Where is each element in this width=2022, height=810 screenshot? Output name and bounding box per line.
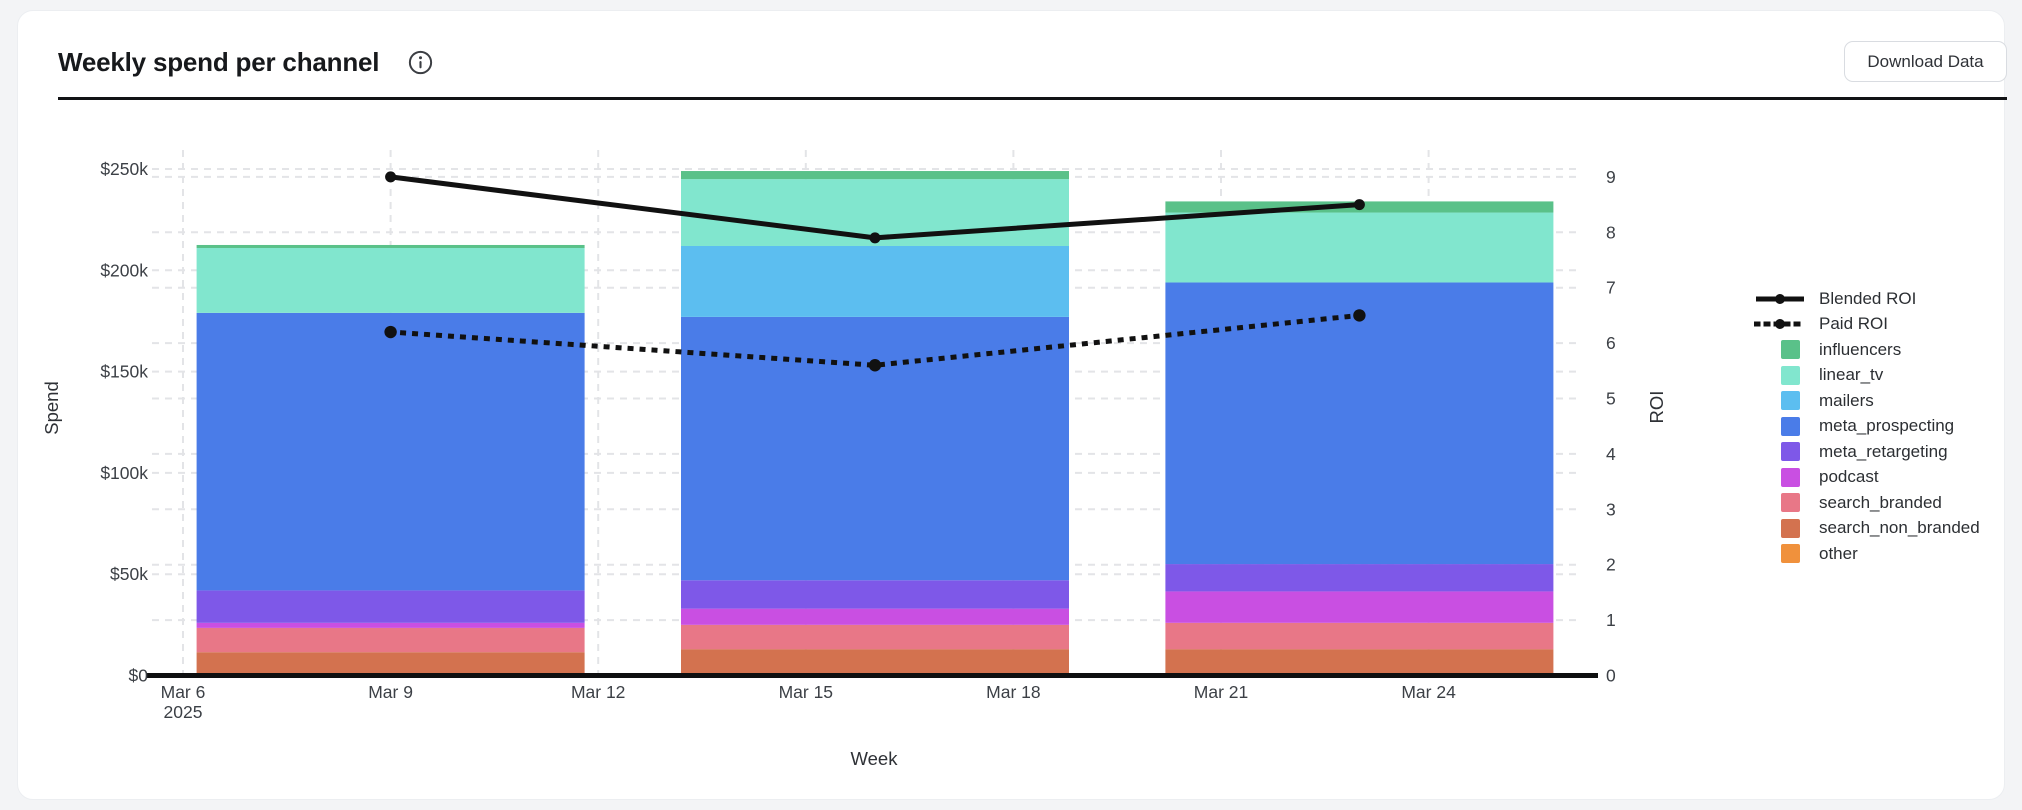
x-axis-title: Week	[850, 748, 898, 769]
search_non_branded-swatch-icon	[1754, 518, 1819, 538]
search_branded-swatch-icon	[1754, 493, 1819, 513]
y-axis-title-left: Spend	[41, 381, 62, 435]
meta_retargeting-swatch-icon	[1754, 442, 1819, 462]
legend-item-influencers[interactable]: influencers	[1754, 337, 1980, 363]
legend-label: mailers	[1819, 390, 1874, 410]
legend-item-search_non_branded[interactable]: search_non_branded	[1754, 516, 1980, 542]
legend-label: Blended ROI	[1819, 288, 1917, 308]
legend-item-meta_prospecting[interactable]: meta_prospecting	[1754, 414, 1980, 440]
chart-card: Weekly spend per channel Download Data B…	[17, 10, 2007, 800]
legend-item-mailers[interactable]: mailers	[1754, 388, 1980, 414]
legend-item-blended-roi[interactable]: Blended ROI	[1754, 286, 1980, 312]
legend-item-search_branded[interactable]: search_branded	[1754, 490, 1980, 516]
mailers-swatch-icon	[1754, 391, 1819, 411]
legend-label: search_branded	[1819, 492, 1942, 512]
legend-label: influencers	[1819, 339, 1902, 359]
legend-item-meta_retargeting[interactable]: meta_retargeting	[1754, 439, 1980, 465]
header-divider	[58, 97, 2007, 100]
y-axis-title-right: ROI	[1646, 390, 1667, 424]
legend-label: search_non_branded	[1819, 518, 1980, 538]
blended-roi-line-icon	[1754, 292, 1819, 306]
legend-item-linear_tv[interactable]: linear_tv	[1754, 363, 1980, 389]
page-title: Weekly spend per channel	[58, 47, 380, 77]
legend-label: other	[1819, 543, 1858, 563]
legend-item-podcast[interactable]: podcast	[1754, 465, 1980, 491]
meta_prospecting-swatch-icon	[1754, 416, 1819, 436]
paid-roi-line-icon	[1754, 317, 1819, 331]
legend-label: linear_tv	[1819, 365, 1884, 385]
legend-label: meta_prospecting	[1819, 416, 1955, 436]
influencers-swatch-icon	[1754, 340, 1819, 360]
other-swatch-icon	[1754, 544, 1819, 564]
legend-label: meta_retargeting	[1819, 441, 1948, 461]
podcast-swatch-icon	[1754, 467, 1819, 487]
legend-item-other[interactable]: other	[1754, 541, 1980, 567]
linear_tv-swatch-icon	[1754, 365, 1819, 385]
legend-item-paid-roi[interactable]: Paid ROI	[1754, 312, 1980, 338]
info-icon[interactable]	[408, 50, 433, 75]
download-data-button[interactable]: Download Data	[1844, 41, 2007, 82]
legend-label: podcast	[1819, 467, 1879, 487]
legend-label: Paid ROI	[1819, 314, 1888, 334]
